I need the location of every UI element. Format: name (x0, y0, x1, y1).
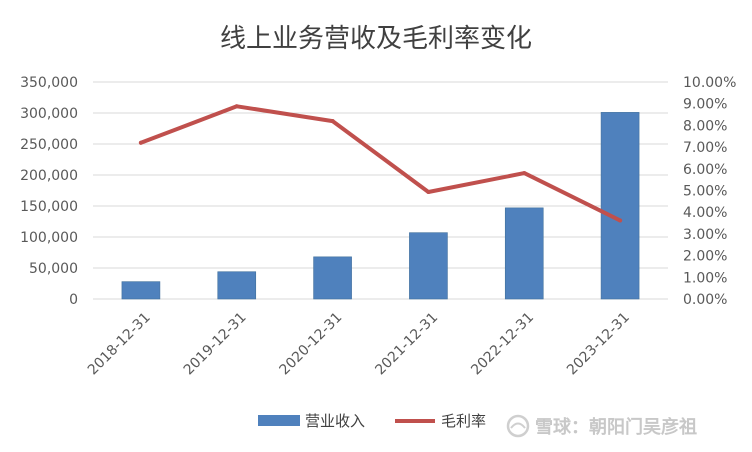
y-left-tick-label: 50,000 (29, 261, 78, 277)
line-path (138, 104, 623, 223)
line-point (138, 140, 143, 145)
bar (409, 232, 448, 300)
chart-title: 线上业务营收及毛利率变化 (220, 24, 532, 54)
y-right-tick-label: 0.00% (683, 292, 727, 308)
gridlines (93, 81, 668, 300)
y-axis-right: 10.00% 9.00% 8.00% 7.00% 6.00% 5.00% 4.00% 3.00… (683, 75, 736, 308)
y-right-tick-label: 4.00% (683, 205, 727, 221)
bar (504, 207, 544, 300)
watermark: 雪球：朝阳门吴彦祖 (506, 414, 697, 438)
x-tick-label: 2019-12-31 (181, 310, 250, 379)
y-right-tick-label: 9.00% (683, 97, 727, 113)
line-point (522, 171, 527, 176)
y-left-tick-label: 150,000 (20, 199, 78, 215)
legend-label-revenue: 营业收入 (305, 412, 365, 430)
watermark-text: 雪球：朝阳门吴彦祖 (535, 416, 697, 438)
legend: 营业收入 毛利率 (258, 412, 486, 430)
y-right-tick-label: 1.00% (683, 270, 727, 286)
x-axis: 2018-12-31 2019-12-31 2020-12-31 2021-12-31… (85, 310, 633, 379)
line-series (138, 104, 623, 223)
y-axis-left: 350,000 300,000 250,000 200,000 150,000 100,0… (20, 75, 78, 308)
x-tick-label: 2018-12-31 (85, 310, 154, 379)
y-right-tick-label: 2.00% (683, 249, 727, 265)
line-point (618, 218, 623, 223)
x-tick-label: 2020-12-31 (277, 310, 346, 379)
y-right-tick-label: 8.00% (683, 118, 727, 134)
y-right-tick-label: 7.00% (683, 140, 727, 156)
y-left-tick-label: 0 (69, 292, 78, 308)
bar (313, 256, 352, 300)
y-right-tick-label: 10.00% (683, 75, 736, 91)
x-tick-label: 2023-12-31 (564, 310, 633, 379)
y-left-tick-label: 350,000 (20, 75, 78, 91)
line-point (426, 190, 431, 195)
bar-series (121, 112, 640, 300)
y-left-tick-label: 200,000 (20, 168, 78, 184)
y-right-tick-label: 6.00% (683, 162, 727, 178)
y-right-tick-label: 3.00% (683, 227, 727, 243)
bar (600, 112, 640, 300)
y-left-tick-label: 250,000 (20, 137, 78, 153)
x-tick-label: 2021-12-31 (372, 310, 441, 379)
snowball-logo-icon (506, 414, 530, 438)
y-left-tick-label: 300,000 (20, 106, 78, 122)
y-left-tick-label: 100,000 (20, 230, 78, 246)
legend-swatch-revenue (258, 415, 300, 426)
bar (121, 281, 161, 300)
line-point (330, 119, 335, 124)
x-tick-label: 2022-12-31 (468, 310, 537, 379)
line-point (234, 104, 239, 109)
legend-label-margin: 毛利率 (441, 412, 486, 430)
bar (217, 271, 257, 300)
y-right-tick-label: 5.00% (683, 184, 727, 200)
